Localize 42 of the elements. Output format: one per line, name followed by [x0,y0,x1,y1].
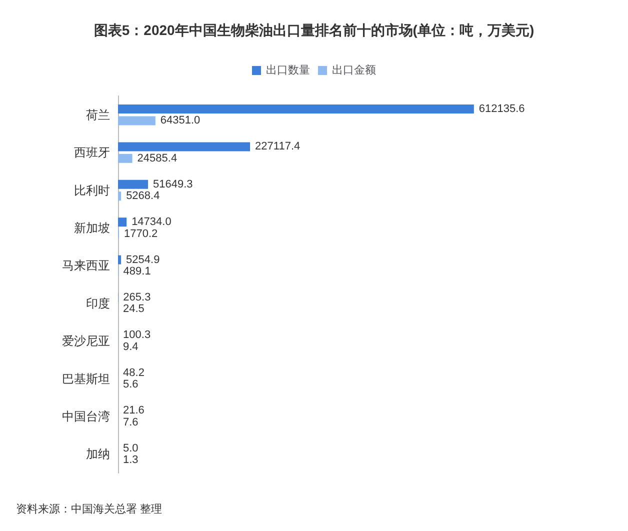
data-label: 9.4 [123,340,138,353]
y-tick-label: 新加坡 [74,220,110,235]
data-label: 5268.4 [126,190,160,202]
data-label: 1.3 [123,454,138,466]
y-tick-label: 比利时 [74,183,110,198]
data-label: 489.1 [123,266,151,278]
chart-title: 图表5：2020年中国生物柴油出口量排名前十的市场(单位：吨，万美元) [94,22,534,38]
data-label: 64351.0 [160,114,200,127]
data-label: 5.0 [123,442,138,454]
y-tick-label: 西班牙 [74,146,110,160]
data-label: 100.3 [123,329,151,342]
bar [118,154,132,163]
bar [118,142,250,152]
data-label: 5254.9 [126,254,160,266]
text: 资料来源：中国海关总署 整理 [16,502,162,516]
legend-label: 出口数量 [266,64,310,76]
data-label: 7.6 [123,416,138,428]
data-label: 24585.4 [137,152,178,164]
data-label: 227117.4 [255,140,300,153]
data-label: 612135.6 [478,103,525,115]
data-label: 24.5 [123,303,144,316]
bar [118,218,127,227]
bar [118,116,156,126]
bar [118,192,122,201]
data-label: 1770.2 [124,228,158,240]
bar [118,104,474,114]
y-tick-label: 爱沙尼亚 [62,334,110,348]
legend-label: 出口金额 [332,64,376,76]
bar [118,180,148,189]
y-tick-label: 马来西亚 [62,258,110,273]
y-tick-label: 加纳 [86,447,110,462]
data-label: 5.6 [123,378,138,391]
data-label: 265.3 [123,292,151,304]
data-label: 51649.3 [153,178,193,190]
y-tick-label: 巴基斯坦 [62,372,110,386]
bar [118,255,122,264]
data-label: 48.2 [123,366,144,379]
y-tick-label: 中国台湾 [62,409,110,424]
data-label: 21.6 [123,404,144,417]
y-tick-label: 印度 [86,296,110,310]
data-label: 14734.0 [132,216,172,228]
y-tick-label: 荷兰 [86,108,110,122]
